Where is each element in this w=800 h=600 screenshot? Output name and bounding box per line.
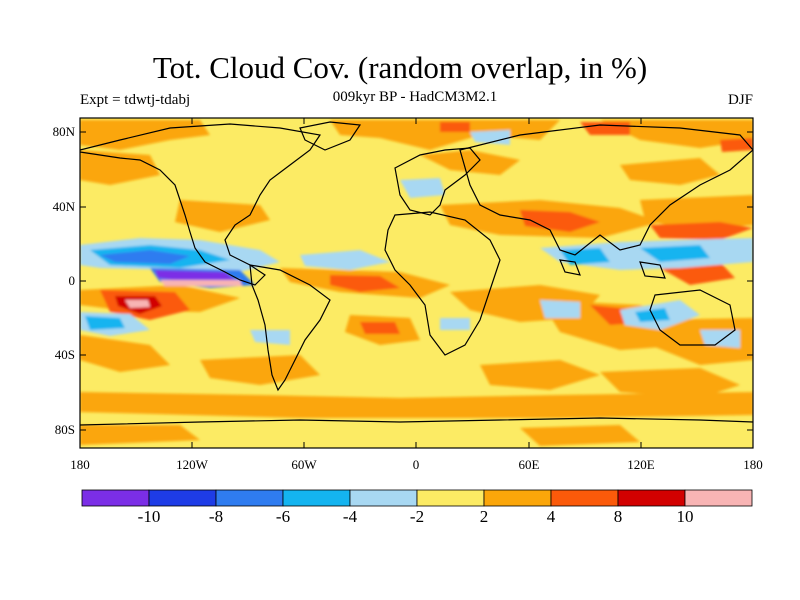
lat-label-40s: 40S	[54, 347, 75, 362]
colorbar-label: 4	[546, 507, 556, 526]
colorbar-swatch	[483, 489, 552, 507]
lat-label-80n: 80N	[52, 124, 75, 139]
colorbar-swatch	[349, 489, 418, 507]
colorbar-swatch	[550, 489, 619, 507]
coastlines	[80, 121, 753, 426]
colorbar	[81, 489, 753, 507]
lon-label-180e: 180	[743, 457, 763, 472]
lon-label-60w: 60W	[291, 457, 317, 472]
colorbar-label: -4	[342, 507, 358, 526]
lon-label-120e: 120E	[627, 457, 655, 472]
chart-title: Tot. Cloud Cov. (random overlap, in %)	[152, 50, 648, 85]
colorbar-swatch	[215, 489, 284, 507]
lon-label-120w: 120W	[176, 457, 208, 472]
colorbar-swatch	[148, 489, 217, 507]
chart-subtitle: 009kyr BP - HadCM3M2.1	[332, 89, 498, 105]
colorbar-label: -8	[208, 507, 224, 526]
lon-label-0: 0	[412, 457, 420, 472]
colorbar-label: -10	[137, 507, 161, 526]
cloud-cover-field	[80, 118, 753, 448]
lat-label-40n: 40N	[52, 199, 75, 214]
colorbar-swatch	[684, 489, 753, 507]
colorbar-label: 8	[613, 507, 623, 526]
map-ticks	[79, 118, 754, 448]
lon-label-180w: 180	[70, 457, 90, 472]
colorbar-label: -2	[409, 507, 425, 526]
colorbar-label: -6	[275, 507, 291, 526]
lat-label-80s: 80S	[54, 422, 75, 437]
colorbar-swatch	[282, 489, 351, 507]
season-label: DJF	[727, 92, 753, 108]
lon-label-60e: 60E	[518, 457, 540, 472]
colorbar-swatch	[617, 489, 686, 507]
lat-label-equator: 0	[68, 273, 76, 288]
experiment-label: Expt = tdwtj-tdabj	[80, 92, 191, 108]
colorbar-label: 10	[676, 507, 694, 526]
colorbar-label: 2	[479, 507, 489, 526]
colorbar-swatch	[81, 489, 150, 507]
colorbar-swatch	[416, 489, 485, 507]
